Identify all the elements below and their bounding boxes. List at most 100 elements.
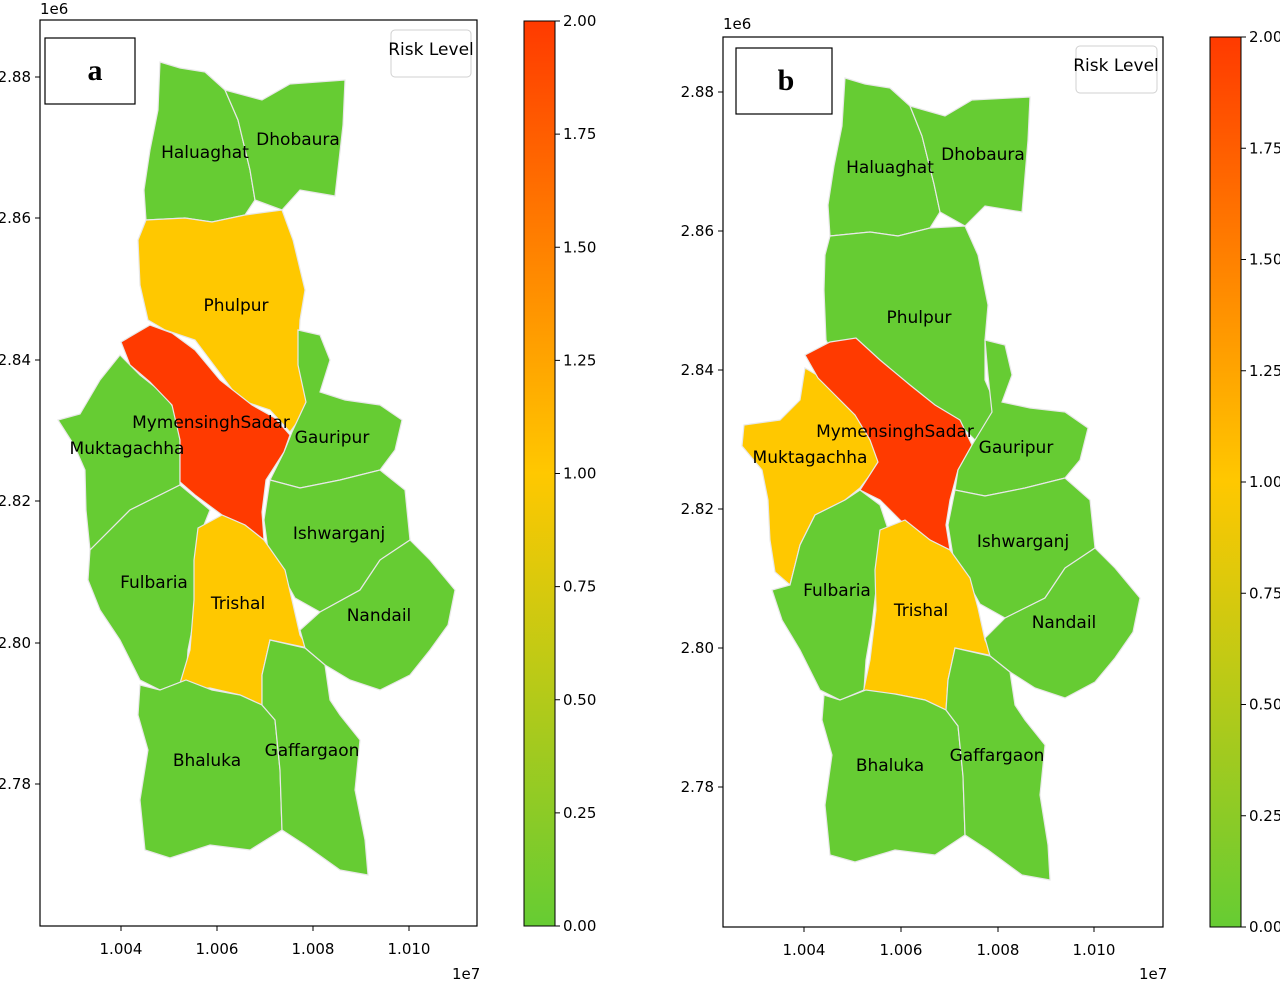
- district-haluaghat-b[interactable]: [827, 77, 941, 237]
- district-gaffargaon-a[interactable]: [261, 639, 369, 876]
- y-tick-b-0: 2.78: [681, 778, 714, 796]
- panel-letter-b: b: [778, 64, 795, 97]
- label-ishwarganj-b: Ishwarganj: [977, 532, 1069, 552]
- label-phulpur-b: Phulpur: [886, 308, 951, 328]
- colorbar-ticks-a: 0.00 0.25 0.50 0.75 1.00 1.25 1.50 1.75 2.00: [555, 12, 596, 935]
- label-bhaluka-b: Bhaluka: [856, 756, 924, 776]
- y-tick-b-1: 2.80: [681, 639, 714, 657]
- colorbar-tick-label-b-4: 1.00: [1249, 473, 1280, 491]
- district-mymensinghsadar-b[interactable]: [804, 337, 973, 552]
- colorbar-tick-label-b-3: 0.75: [1249, 584, 1280, 602]
- colorbar-gradient-a: [523, 20, 556, 927]
- colorbar-tick-label-a-3: 0.75: [563, 578, 596, 596]
- label-nandail-b: Nandail: [1032, 613, 1097, 633]
- panel-a: 1e6 Haluaghat Dhobaura Phulpur Mymensing…: [0, 0, 596, 983]
- colorbar-tick-label-b-0: 0.00: [1249, 918, 1280, 936]
- x-axis-a: 1.004 1.006 1.008 1.010: [100, 926, 431, 958]
- x-tick-b-1: 1.006: [880, 941, 923, 959]
- y-tick-b-3: 2.84: [681, 361, 714, 379]
- colorbar-tick-label-b-7: 1.75: [1249, 139, 1280, 157]
- district-labels-a: Haluaghat Dhobaura Phulpur MymensinghSad…: [70, 130, 412, 771]
- district-fulbaria-b[interactable]: [771, 489, 891, 701]
- colorbar-tick-label-a-7: 1.75: [563, 125, 596, 143]
- x-tick-a-0: 1.004: [100, 940, 143, 958]
- map-regions-a: [57, 61, 456, 876]
- label-dhobaura-a: Dhobaura: [256, 130, 340, 150]
- label-gauripur-b: Gauripur: [979, 438, 1054, 458]
- district-bhaluka-b[interactable]: [821, 689, 966, 863]
- legend-title-b: Risk Level: [1073, 56, 1159, 76]
- colorbar-tick-label-a-1: 0.25: [563, 804, 596, 822]
- colorbar-tick-label-a-0: 0.00: [563, 917, 596, 935]
- colorbar-tick-label-b-2: 0.50: [1249, 696, 1280, 714]
- y-axis-b: 2.78 2.80 2.82 2.84 2.86 2.88: [681, 83, 723, 796]
- panel-letter-box-b: [735, 47, 833, 115]
- colorbar-tick-label-a-8: 2.00: [563, 12, 596, 30]
- y-tick-a-5: 2.88: [0, 68, 31, 86]
- label-muktagachha-a: Muktagachha: [70, 439, 185, 459]
- district-dhobaura-a[interactable]: [908, 96, 1031, 227]
- legend-box-b: [1075, 45, 1158, 94]
- label-gaffargaon-a: Gaffargaon: [265, 741, 360, 761]
- label-fulbaria-a: Fulbaria: [120, 573, 188, 593]
- label-gaffargaon-b: Gaffargaon: [950, 746, 1045, 766]
- y-tick-a-4: 2.86: [0, 209, 31, 227]
- colorbar-ticks-b: 0.00 0.25 0.50 0.75 1.00 1.25 1.50 1.75 2.00: [1241, 28, 1280, 936]
- panel-letter-box-a: [44, 37, 136, 105]
- legend-box-a: [390, 29, 472, 78]
- label-gauripur-a: Gauripur: [295, 428, 370, 448]
- x-tick-a-3: 1.010: [388, 940, 431, 958]
- label-muktagachha-b: Muktagachha: [753, 448, 868, 468]
- x-scale-label-a: 1e7: [452, 965, 480, 983]
- x-axis-b: 1.004 1.006 1.008 1.010: [783, 927, 1116, 959]
- colorbar-tick-label-b-6: 1.50: [1249, 251, 1280, 269]
- y-axis-a: 2.78 2.80 2.82 2.84 2.86 2.88: [0, 68, 40, 793]
- label-phulpur-a: Phulpur: [203, 296, 268, 316]
- colorbar-b: 0.00 0.25 0.50 0.75 1.00 1.25 1.50 1.75 2.00: [1209, 28, 1280, 936]
- label-nandail-a: Nandail: [347, 606, 412, 626]
- label-trishal-a: Trishal: [210, 594, 265, 614]
- district-labels-b: Haluaghat Dhobaura Phulpur MymensinghSad…: [753, 145, 1097, 776]
- x-tick-a-1: 1.006: [196, 940, 239, 958]
- label-haluaghat-b: Haluaghat: [846, 158, 934, 178]
- district-dhobaura-a[interactable]: [223, 79, 346, 211]
- colorbar-tick-label-b-5: 1.25: [1249, 362, 1280, 380]
- panel-b: 1e6 Haluaghat Dhobaura Phulpur Mymensing…: [681, 15, 1280, 983]
- y-tick-a-1: 2.80: [0, 634, 31, 652]
- panel-letter-a: a: [88, 54, 103, 87]
- district-gaffargaon-b[interactable]: [945, 647, 1051, 881]
- map-frame-b: [722, 36, 1164, 928]
- label-haluaghat-a: Haluaghat: [161, 143, 249, 163]
- district-mymensinghsadar-a[interactable]: [120, 324, 291, 542]
- colorbar-tick-label-a-5: 1.25: [563, 351, 596, 369]
- label-fulbaria-b: Fulbaria: [803, 581, 871, 601]
- x-tick-b-3: 1.010: [1073, 941, 1116, 959]
- label-mymensinghsadar-a: MymensinghSadar: [132, 413, 290, 433]
- colorbar-tick-label-a-2: 0.50: [563, 691, 596, 709]
- colorbar-a: 0.00 0.25 0.50 0.75 1.00 1.25 1.50 1.75 2.00: [523, 12, 596, 935]
- x-scale-label-b: 1e7: [1139, 965, 1167, 983]
- y-tick-b-2: 2.82: [681, 500, 714, 518]
- colorbar-tick-label-b-1: 0.25: [1249, 807, 1280, 825]
- colorbar-gradient-b: [1209, 36, 1242, 928]
- label-mymensinghsadar-b: MymensinghSadar: [816, 422, 974, 442]
- district-haluaghat-a[interactable]: [143, 61, 256, 223]
- y-scale-label-b: 1e6: [723, 15, 751, 33]
- colorbar-tick-label-b-8: 2.00: [1249, 28, 1280, 46]
- y-tick-a-3: 2.84: [0, 351, 31, 369]
- legend-title-a: Risk Level: [388, 40, 474, 60]
- y-tick-b-5: 2.88: [681, 83, 714, 101]
- colorbar-tick-label-a-4: 1.00: [563, 465, 596, 483]
- label-dhobaura-b: Dhobaura: [941, 145, 1025, 165]
- label-ishwarganj-a: Ishwarganj: [293, 524, 385, 544]
- x-tick-a-2: 1.008: [292, 940, 335, 958]
- y-tick-a-0: 2.78: [0, 775, 31, 793]
- y-scale-label-a: 1e6: [40, 0, 68, 18]
- x-tick-b-0: 1.004: [783, 941, 826, 959]
- map-regions-b: [741, 77, 1141, 881]
- y-tick-b-4: 2.86: [681, 222, 714, 240]
- label-trishal-b: Trishal: [893, 601, 948, 621]
- map-frame-a: [39, 19, 478, 927]
- y-tick-a-2: 2.82: [0, 492, 31, 510]
